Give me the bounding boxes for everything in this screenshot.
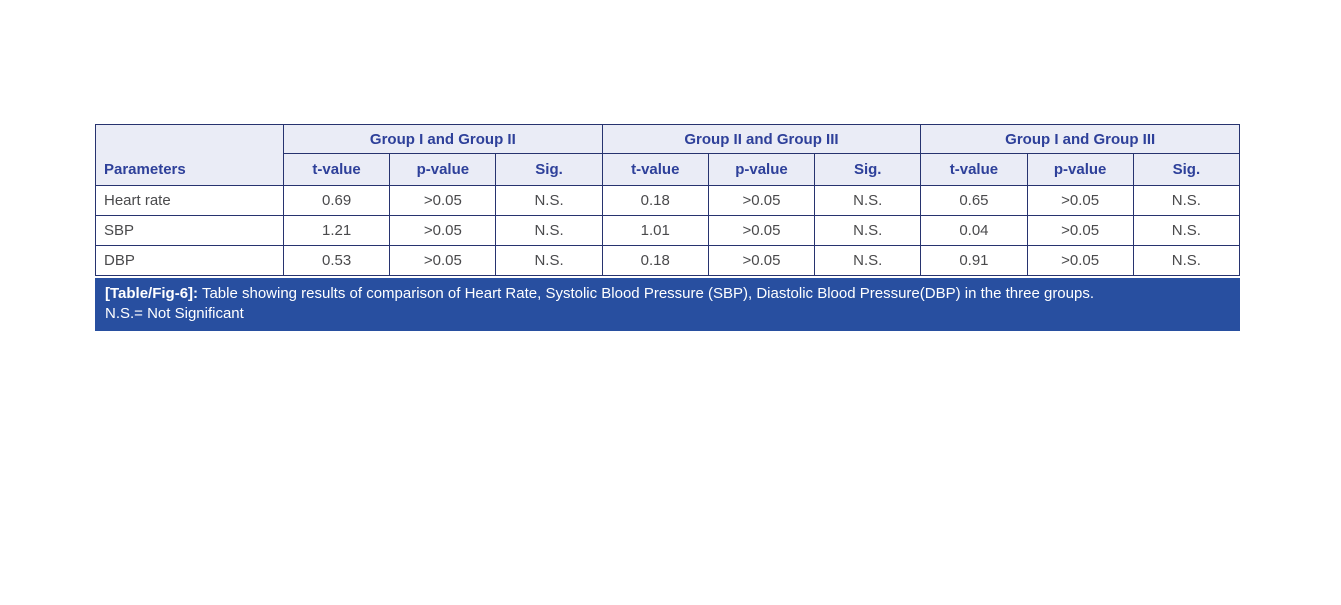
caption-label: [Table/Fig-6]:: [105, 285, 199, 302]
data-cell: N.S.: [495, 215, 603, 246]
row-label: DBP: [95, 245, 284, 276]
data-cell: N.S.: [814, 245, 922, 276]
data-cell: N.S.: [814, 185, 922, 216]
row-label: SBP: [95, 215, 284, 246]
group-header-row: Parameters Group I and Group II Group II…: [95, 124, 1240, 186]
data-cell: >0.05: [707, 245, 816, 276]
data-cell: >0.05: [1026, 185, 1134, 216]
group-header-1: Group I and Group II: [283, 124, 603, 154]
subheader-sig: Sig.: [814, 153, 922, 186]
data-cell: N.S.: [1132, 185, 1241, 216]
table-fig-6: Parameters Group I and Group II Group II…: [95, 124, 1241, 331]
data-cell: >0.05: [1026, 215, 1134, 246]
data-cell: 0.65: [920, 185, 1028, 216]
table-row-sbp: SBP 1.21 >0.05 N.S. 1.01 >0.05 N.S. 0.04…: [95, 215, 1241, 246]
data-cell: >0.05: [707, 185, 816, 216]
table-caption: [Table/Fig-6]: Table showing results of …: [95, 278, 1240, 331]
data-cell: 1.01: [601, 215, 709, 246]
results-table: Parameters Group I and Group II Group II…: [95, 124, 1241, 276]
subheader-sig: Sig.: [495, 153, 603, 186]
caption-note: N.S.= Not Significant: [105, 305, 244, 322]
subheader-sig: Sig.: [1132, 153, 1241, 186]
data-cell: N.S.: [1132, 215, 1241, 246]
data-cell: N.S.: [495, 245, 603, 276]
group-header-2: Group II and Group III: [601, 124, 922, 154]
subheader-t-value: t-value: [282, 153, 391, 186]
data-cell: 0.04: [920, 215, 1028, 246]
data-cell: 0.53: [282, 245, 391, 276]
data-cell: N.S.: [495, 185, 603, 216]
data-cell: 0.91: [920, 245, 1028, 276]
subheader-p-value: p-value: [707, 153, 816, 186]
data-cell: >0.05: [389, 185, 497, 216]
subheader-t-value: t-value: [601, 153, 709, 186]
data-cell: >0.05: [389, 215, 497, 246]
data-cell: >0.05: [389, 245, 497, 276]
data-cell: >0.05: [1026, 245, 1134, 276]
data-cell: 0.18: [601, 185, 709, 216]
data-cell: 0.69: [282, 185, 391, 216]
group-header-3: Group I and Group III: [920, 124, 1240, 154]
caption-text: Table showing results of comparison of H…: [198, 285, 1095, 302]
table-row-heart-rate: Heart rate 0.69 >0.05 N.S. 0.18 >0.05 N.…: [95, 185, 1241, 216]
table-row-dbp: DBP 0.53 >0.05 N.S. 0.18 >0.05 N.S. 0.91…: [95, 245, 1241, 276]
data-cell: 1.21: [282, 215, 391, 246]
column-header-parameters: Parameters: [95, 124, 284, 186]
subheader-p-value: p-value: [389, 153, 497, 186]
data-cell: N.S.: [1132, 245, 1241, 276]
subheader-t-value: t-value: [920, 153, 1028, 186]
subheader-p-value: p-value: [1026, 153, 1134, 186]
data-cell: N.S.: [814, 215, 922, 246]
row-label: Heart rate: [95, 185, 284, 216]
data-cell: 0.18: [601, 245, 709, 276]
sub-header-row: t-value p-value Sig. t-value p-value Sig…: [96, 153, 1241, 186]
data-cell: >0.05: [707, 215, 816, 246]
